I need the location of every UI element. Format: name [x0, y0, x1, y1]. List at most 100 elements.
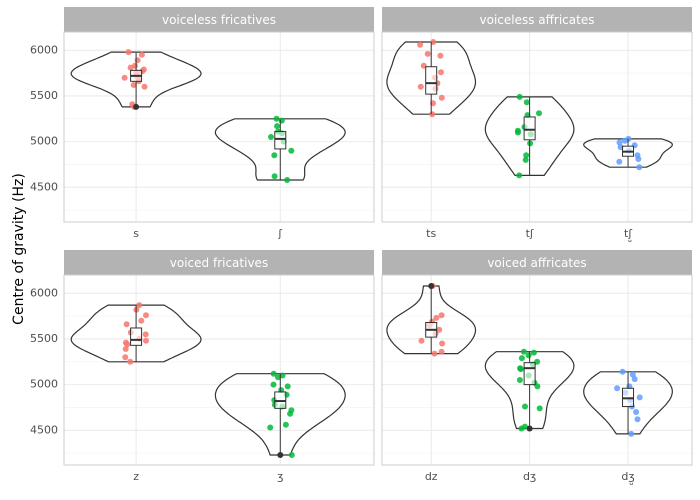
data-point — [274, 123, 281, 130]
data-point — [522, 156, 529, 163]
violin-outline — [70, 304, 202, 363]
data-point — [536, 110, 542, 117]
y-tick-label: 5500 — [30, 89, 58, 102]
violin-outline — [386, 285, 477, 355]
violin-outline — [214, 373, 346, 456]
panel-strip — [64, 7, 374, 32]
data-point — [636, 164, 643, 171]
data-point — [516, 93, 523, 100]
panel-1: voiceless fricatives 4500 5000 5500 6000 s ʃ — [30, 7, 375, 240]
data-point — [439, 340, 446, 347]
data-point — [270, 370, 277, 377]
data-point — [424, 50, 431, 57]
data-point — [621, 137, 628, 144]
data-point — [271, 152, 278, 159]
y-tick-label: 5000 — [30, 135, 58, 148]
data-point — [536, 405, 543, 412]
data-point — [142, 331, 149, 338]
data-point — [633, 409, 640, 415]
x-tick-label: ʃ — [277, 227, 282, 240]
panel-border — [381, 31, 693, 223]
data-point — [530, 349, 537, 356]
x-tick-label: ts — [426, 227, 436, 240]
y-tick-label: 6000 — [30, 286, 58, 299]
violin-outline — [583, 138, 673, 168]
data-point — [122, 346, 129, 352]
data-point — [437, 52, 444, 59]
data-point — [288, 452, 295, 458]
outlier-point — [526, 425, 533, 432]
data-point — [433, 314, 440, 321]
violin-outline — [214, 118, 346, 181]
data-point — [275, 374, 281, 381]
x-tick-label: z — [133, 470, 139, 483]
violin-outline — [484, 351, 575, 430]
violin-outline — [484, 96, 575, 176]
data-point — [430, 39, 437, 45]
data-point — [616, 139, 623, 146]
panel-title: voiceless fricatives — [162, 13, 276, 27]
box — [425, 66, 438, 95]
data-point — [522, 403, 528, 410]
panel-border — [63, 31, 375, 223]
data-point — [138, 317, 145, 324]
box — [523, 362, 536, 386]
data-point — [284, 383, 291, 390]
data-point — [127, 64, 134, 71]
panel-2: voiceless affricates ts tʃ tʃ̺ — [381, 7, 693, 241]
plot-background — [64, 275, 374, 465]
data-point — [125, 49, 132, 56]
data-point — [614, 385, 621, 392]
plot-background — [382, 32, 692, 222]
x-tick-label: tʃ̺ — [624, 227, 632, 241]
data-point — [267, 424, 274, 431]
data-point — [635, 156, 642, 162]
data-point — [268, 134, 274, 140]
x-tick-label: dz — [425, 470, 438, 483]
data-point — [525, 352, 532, 359]
box — [274, 131, 287, 150]
y-tick-label: 5000 — [30, 378, 58, 391]
panel-border — [381, 274, 693, 466]
data-point — [628, 430, 635, 437]
data-point — [619, 368, 626, 375]
x-tick-label: dʒ — [523, 470, 536, 483]
data-point — [417, 83, 424, 90]
data-point — [127, 358, 134, 365]
x-tick-label: ʒ — [277, 470, 283, 483]
data-point — [431, 350, 438, 357]
x-tick-label: dʒ̺ — [621, 470, 634, 484]
panel-strip — [382, 250, 692, 275]
data-point — [121, 74, 128, 81]
data-point — [124, 341, 131, 348]
y-tick-label: 4500 — [30, 180, 58, 193]
violin-outline — [583, 371, 673, 435]
data-point — [418, 337, 425, 344]
data-point — [436, 326, 443, 333]
box — [523, 116, 536, 141]
data-point — [284, 177, 291, 183]
x-tick-label: tʃ — [526, 227, 534, 240]
outlier-point — [133, 103, 140, 110]
data-point — [438, 69, 444, 76]
y-tick-label: 4500 — [30, 423, 58, 436]
panel-title: voiced affricates — [487, 256, 586, 270]
y-tick-label: 6000 — [30, 43, 58, 56]
plot-background — [382, 275, 692, 465]
data-point — [534, 383, 541, 390]
data-point — [523, 152, 530, 159]
panel-title: voiced fricatives — [170, 256, 268, 270]
data-point — [616, 158, 623, 165]
x-tick-label: s — [133, 227, 139, 240]
panel-3: voiced fricatives 4500 5000 5500 6000 z ʒ — [30, 250, 375, 483]
data-point — [282, 421, 289, 428]
data-point — [279, 372, 286, 379]
data-point — [518, 355, 525, 362]
panel-strip — [382, 7, 692, 32]
data-point — [629, 371, 636, 378]
data-point — [438, 94, 445, 101]
y-axis-label: Centre of gravity (Hz) — [11, 173, 27, 325]
data-point — [520, 348, 527, 355]
data-point — [516, 377, 523, 383]
data-point — [278, 117, 285, 124]
